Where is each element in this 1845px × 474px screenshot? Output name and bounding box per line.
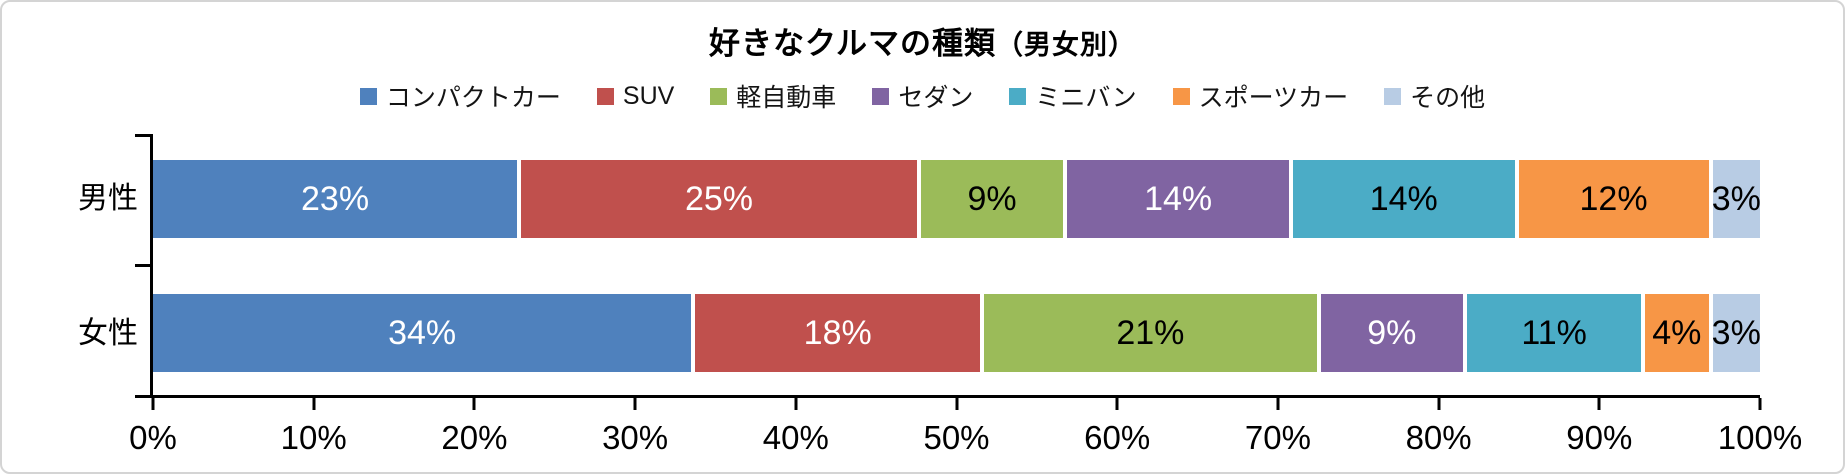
chart-title-text: 好きなクルマの種類 <box>708 26 997 61</box>
bar-row-0: 23% 25% 9% 14% 14% 12% 3% <box>153 160 1761 238</box>
chart-title-suffix: （男女別） <box>996 30 1137 60</box>
bar-segment: 9% <box>1320 294 1464 372</box>
bar-segment: 3% <box>1711 294 1761 372</box>
bar-segment: 14% <box>1067 160 1289 238</box>
legend-swatch-icon <box>710 87 728 105</box>
bar-row-1: 34% 18% 21% 9% 11% 4% 3% <box>153 294 1761 372</box>
bar-segment-label: 34% <box>388 313 457 352</box>
x-axis-tick <box>1437 398 1441 410</box>
x-axis-tick <box>794 398 798 410</box>
legend-label: スポーツカー <box>1198 84 1349 112</box>
bar-segment-label: 9% <box>967 179 1017 218</box>
legend-label: コンパクトカー <box>385 84 561 112</box>
legend-item-6: その他 <box>1384 78 1485 114</box>
bar-segment: 11% <box>1467 294 1642 372</box>
category-label-0: 男性 <box>78 182 138 215</box>
legend-item-4: ミニバン <box>1009 78 1137 114</box>
legend-swatch-icon <box>1009 87 1027 105</box>
x-axis-tick <box>1115 398 1119 410</box>
legend-swatch-icon <box>596 87 614 105</box>
bar-segment-label: 21% <box>1116 313 1185 352</box>
legend-label: SUV <box>622 81 675 110</box>
legend-label: 軽自動車 <box>736 84 837 112</box>
bar-segment-label: 12% <box>1579 179 1648 218</box>
plot-area: 23% 25% 9% 14% 14% 12% 3% 34% 18% 21% 9% 11% 4% 3% 0% 1… <box>129 134 1802 456</box>
legend-label: その他 <box>1410 84 1486 112</box>
bar-segment: 34% <box>153 294 692 372</box>
x-axis-label: 80% <box>1405 419 1472 456</box>
x-axis-tick <box>151 398 155 410</box>
bar-segment-label: 23% <box>301 179 370 218</box>
y-axis-tick <box>135 134 151 137</box>
x-axis-tick <box>472 398 476 410</box>
bar-segment: 23% <box>153 160 518 238</box>
x-axis-label: 90% <box>1566 419 1633 456</box>
bar-segment-label: 14% <box>1144 179 1213 218</box>
bar-segment-label: 11% <box>1521 313 1587 352</box>
legend-swatch-icon <box>872 87 890 105</box>
x-axis-label: 70% <box>1244 419 1311 456</box>
category-label-1: 女性 <box>78 317 138 350</box>
chart-title: 好きなクルマの種類（男女別） <box>2 18 1843 63</box>
y-axis-tick <box>135 264 151 267</box>
x-axis-label: 40% <box>762 419 829 456</box>
bar-segment: 4% <box>1645 294 1709 372</box>
legend-item-3: セダン <box>872 78 973 114</box>
y-axis-tick <box>135 395 151 398</box>
legend-label: ミニバン <box>1035 84 1137 112</box>
bar-segment-label: 14% <box>1369 179 1438 218</box>
legend-swatch-icon <box>1172 87 1190 105</box>
x-axis-tick <box>312 398 316 410</box>
x-axis-tick <box>1276 398 1280 410</box>
bar-segment: 18% <box>695 294 981 372</box>
bar-segment-label: 25% <box>684 179 753 218</box>
bar-segment: 14% <box>1292 160 1515 238</box>
bar-segment: 3% <box>1711 160 1761 238</box>
legend-swatch-icon <box>1384 87 1402 105</box>
legend-item-2: 軽自動車 <box>710 78 836 114</box>
x-axis-tick <box>955 398 958 410</box>
bar-segment-label: 3% <box>1711 313 1761 352</box>
x-axis-label: 20% <box>441 419 508 456</box>
bar-segment: 12% <box>1518 160 1709 238</box>
bar-segment: 21% <box>984 294 1317 372</box>
bar-segment-label: 18% <box>803 313 872 352</box>
legend-item-1: SUV <box>596 81 675 111</box>
bar-segment-label: 9% <box>1367 313 1417 352</box>
x-axis-label: 30% <box>602 419 669 456</box>
bar-segment: 9% <box>920 160 1064 238</box>
legend-label: セダン <box>898 84 974 112</box>
x-axis-label: 50% <box>923 419 990 456</box>
x-axis-tick <box>633 398 637 410</box>
x-axis-label: 100% <box>1717 419 1803 456</box>
bar-segment: 25% <box>521 160 917 238</box>
bar-segment-label: 3% <box>1711 179 1761 218</box>
legend-item-5: スポーツカー <box>1172 78 1349 114</box>
x-axis-tick <box>1597 398 1601 410</box>
legend-item-0: コンパクトカー <box>359 78 561 114</box>
bar-segment-label: 4% <box>1652 313 1702 352</box>
legend: コンパクトカー SUV 軽自動車 セダン ミニバン スポーツカー その他 <box>2 78 1843 114</box>
x-axis-tick <box>1758 398 1762 410</box>
x-axis-label: 0% <box>129 419 177 456</box>
legend-swatch-icon <box>359 87 377 105</box>
x-axis-label: 60% <box>1084 419 1151 456</box>
x-axis-label: 10% <box>280 419 347 456</box>
